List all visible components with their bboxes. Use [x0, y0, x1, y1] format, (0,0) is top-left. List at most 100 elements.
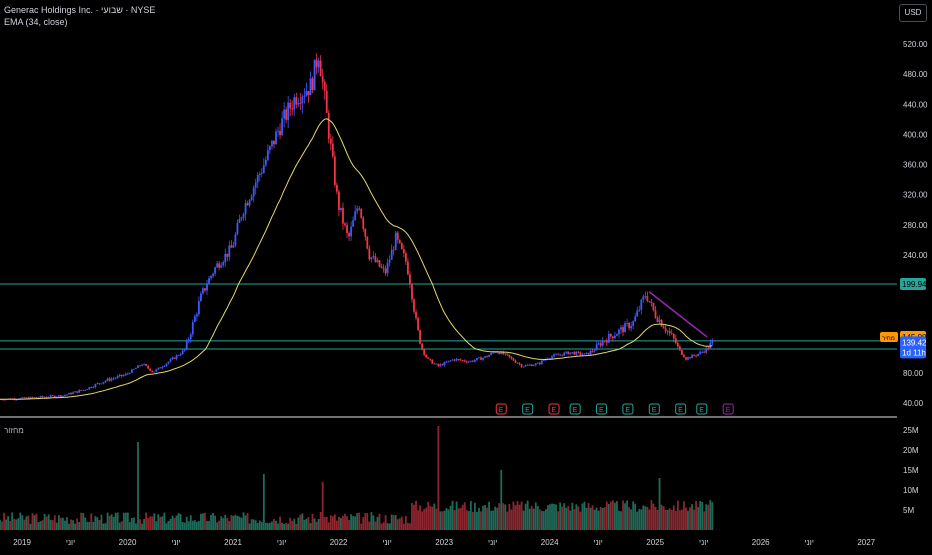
candle-body[interactable] — [693, 354, 695, 356]
candle-body[interactable] — [331, 143, 334, 157]
candle-body[interactable] — [591, 350, 594, 352]
candle-body[interactable] — [260, 172, 263, 174]
earnings-marker[interactable] — [495, 403, 507, 415]
candle-body[interactable] — [197, 301, 200, 315]
candle-body[interactable] — [135, 367, 137, 369]
candle-body[interactable] — [542, 360, 545, 362]
candle-body[interactable] — [652, 303, 655, 311]
candle-body[interactable] — [53, 395, 56, 398]
candle-body[interactable] — [287, 102, 290, 120]
candle-body[interactable] — [335, 184, 338, 192]
candle-body[interactable] — [691, 354, 693, 359]
candle-body[interactable] — [82, 389, 85, 391]
candle-body[interactable] — [532, 365, 535, 367]
candle-body[interactable] — [628, 322, 631, 329]
candle-body[interactable] — [309, 78, 312, 96]
candle-body[interactable] — [609, 333, 612, 337]
candle-body[interactable] — [476, 358, 478, 361]
candle-body[interactable] — [66, 394, 68, 396]
candle-body[interactable] — [133, 368, 135, 370]
candle-body[interactable] — [611, 336, 614, 339]
candle-body[interactable] — [683, 354, 685, 358]
candle-body[interactable] — [218, 263, 221, 268]
candle-body[interactable] — [490, 352, 493, 355]
candle-body[interactable] — [307, 91, 310, 96]
candle-body[interactable] — [177, 355, 180, 357]
candle-body[interactable] — [145, 364, 148, 366]
candle-body[interactable] — [94, 384, 97, 388]
candle-body[interactable] — [29, 397, 32, 399]
candle-body[interactable] — [695, 355, 697, 357]
candle-body[interactable] — [526, 365, 529, 366]
candle-body[interactable] — [120, 374, 123, 377]
candle-body[interactable] — [419, 330, 421, 344]
candle-body[interactable] — [327, 112, 330, 139]
candle-body[interactable] — [685, 357, 687, 360]
candle-body[interactable] — [457, 359, 460, 360]
candle-body[interactable] — [289, 102, 292, 109]
candle-body[interactable] — [388, 259, 391, 263]
candle-body[interactable] — [699, 351, 702, 354]
candle-body[interactable] — [632, 321, 635, 326]
candle-body[interactable] — [672, 334, 675, 339]
candle-body[interactable] — [471, 360, 474, 362]
candle-body[interactable] — [441, 364, 444, 366]
candle-body[interactable] — [214, 267, 217, 274]
candle-body[interactable] — [689, 357, 691, 359]
ema-line[interactable] — [0, 118, 713, 400]
earnings-marker[interactable] — [675, 403, 687, 415]
candle-body[interactable] — [579, 352, 582, 355]
earnings-marker[interactable] — [569, 403, 581, 415]
candle-body[interactable] — [530, 364, 533, 367]
candle-body[interactable] — [644, 296, 647, 297]
candle-body[interactable] — [524, 365, 527, 367]
candle-body[interactable] — [559, 354, 562, 356]
candle-body[interactable] — [620, 327, 622, 330]
symbol-title[interactable]: Generac Holdings Inc. · שבועי · NYSE — [4, 5, 156, 15]
candle-body[interactable] — [350, 226, 352, 237]
candle-body[interactable] — [55, 396, 58, 398]
candle-body[interactable] — [398, 239, 401, 243]
candle-body[interactable] — [169, 359, 172, 362]
candle-body[interactable] — [31, 397, 34, 398]
candle-body[interactable] — [315, 59, 318, 68]
candle-body[interactable] — [407, 261, 409, 275]
candle-body[interactable] — [100, 383, 103, 385]
candle-body[interactable] — [492, 352, 495, 354]
candle-body[interactable] — [553, 354, 555, 357]
candle-body[interactable] — [583, 353, 586, 355]
candle-body[interactable] — [486, 356, 488, 358]
candle-body[interactable] — [356, 208, 359, 212]
candle-body[interactable] — [392, 249, 395, 251]
candle-body[interactable] — [299, 103, 302, 104]
candle-body[interactable] — [173, 357, 176, 359]
candle-body[interactable] — [21, 397, 24, 399]
candle-body[interactable] — [494, 352, 497, 354]
candle-body[interactable] — [502, 351, 505, 355]
candle-body[interactable] — [382, 267, 385, 269]
candle-body[interactable] — [506, 353, 509, 355]
candle-body[interactable] — [273, 140, 275, 145]
candle-body[interactable] — [703, 351, 706, 353]
candle-body[interactable] — [193, 316, 196, 323]
candle-body[interactable] — [108, 378, 111, 381]
candle-body[interactable] — [141, 364, 143, 366]
candle-body[interactable] — [666, 331, 669, 332]
candle-body[interactable] — [540, 360, 543, 364]
candle-body[interactable] — [409, 274, 411, 285]
candle-body[interactable] — [220, 265, 223, 268]
candle-body[interactable] — [102, 381, 105, 384]
candle-body[interactable] — [658, 319, 661, 322]
candle-body[interactable] — [303, 95, 306, 98]
candle-body[interactable] — [668, 331, 671, 334]
earnings-marker[interactable] — [696, 403, 708, 415]
candle-body[interactable] — [384, 268, 387, 274]
candle-body[interactable] — [423, 349, 426, 355]
candle-body[interactable] — [463, 360, 466, 362]
candle-body[interactable] — [415, 311, 417, 319]
candle-body[interactable] — [157, 367, 160, 370]
candle-body[interactable] — [305, 91, 308, 96]
candle-body[interactable] — [264, 159, 267, 166]
earnings-marker[interactable] — [722, 403, 734, 415]
earnings-marker[interactable] — [522, 403, 534, 415]
